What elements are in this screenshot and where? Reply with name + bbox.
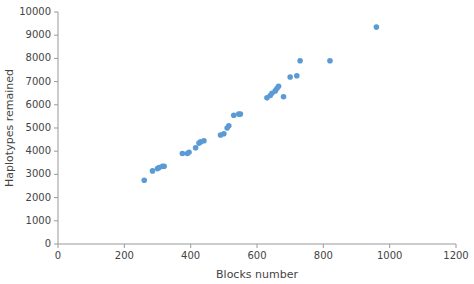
y-tick (54, 197, 58, 198)
y-tick (54, 81, 58, 82)
y-tick (54, 174, 58, 175)
point (231, 112, 237, 118)
point (141, 177, 147, 183)
point (150, 168, 156, 174)
y-tick-label: 8000 (26, 52, 51, 63)
x-tick-label: 200 (115, 250, 134, 261)
y-tick (54, 244, 58, 245)
point (327, 58, 333, 64)
y-tick-label: 3000 (26, 168, 51, 179)
point (226, 123, 232, 129)
x-tick (190, 244, 191, 248)
y-tick-label: 5000 (26, 122, 51, 133)
x-tick (58, 244, 59, 248)
point (374, 24, 380, 30)
y-tick-label: 0 (45, 238, 51, 249)
point (180, 151, 186, 157)
y-tick-label: 10000 (19, 6, 51, 17)
x-tick (124, 244, 125, 248)
y-tick (54, 151, 58, 152)
x-tick-label: 1200 (443, 250, 468, 261)
y-tick (54, 35, 58, 36)
y-tick-label: 1000 (26, 215, 51, 226)
point (238, 111, 244, 117)
point (201, 138, 207, 144)
x-tick (456, 244, 457, 248)
y-tick-label: 2000 (26, 192, 51, 203)
y-tick-label: 9000 (26, 29, 51, 40)
x-tick-label: 400 (181, 250, 200, 261)
y-tick-label: 4000 (26, 145, 51, 156)
chart: 0100020003000400050006000700080009000100… (0, 0, 474, 284)
y-tick-label: 6000 (26, 99, 51, 110)
x-tick (323, 244, 324, 248)
y-axis-label: Haplotypes remained (3, 69, 16, 187)
point (186, 150, 192, 156)
x-tick-label: 800 (314, 250, 333, 261)
x-axis-label: Blocks number (216, 268, 298, 281)
y-axis-line (58, 12, 59, 244)
y-tick-label: 7000 (26, 76, 51, 87)
point (161, 163, 167, 169)
point (221, 131, 227, 137)
x-tick (389, 244, 390, 248)
x-tick (257, 244, 258, 248)
point (281, 94, 287, 100)
x-axis-line (58, 244, 456, 245)
x-tick-label: 1000 (377, 250, 402, 261)
points (141, 24, 379, 183)
y-tick (54, 128, 58, 129)
y-tick (54, 220, 58, 221)
point (297, 58, 303, 64)
y-tick (54, 12, 58, 13)
point (193, 145, 199, 151)
point (294, 73, 300, 79)
y-tick (54, 58, 58, 59)
x-tick-label: 0 (55, 250, 61, 261)
point (287, 74, 293, 80)
x-tick-label: 600 (247, 250, 266, 261)
point (276, 83, 282, 89)
y-tick (54, 104, 58, 105)
